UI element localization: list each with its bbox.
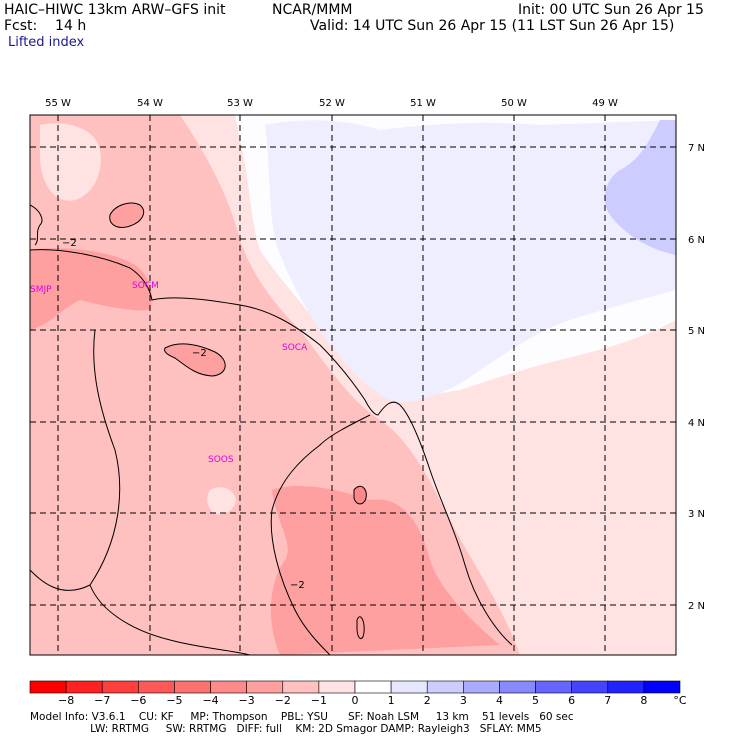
- colorbar-swatch: [282, 680, 320, 694]
- colorbar-tick-label: 1: [388, 694, 395, 707]
- lon-label-52w: 52 W: [319, 98, 345, 109]
- plot-frame: [29, 114, 677, 656]
- colorbar-tick-label: 5: [532, 694, 539, 707]
- colorbar-swatch: [29, 680, 67, 694]
- init-time: Init: 00 UTC Sun 26 Apr 15: [518, 2, 704, 18]
- station-label-smjp: SMJP: [30, 285, 52, 295]
- colorbar-swatch: [354, 680, 392, 694]
- lon-label-49w: 49 W: [592, 98, 618, 109]
- colorbar-swatch: [426, 680, 464, 694]
- lat-label-7n: 7 N: [688, 143, 705, 154]
- field-shade-minus1-0-patch: [207, 487, 236, 515]
- station-labels: SMJP SOCM SOCA SOOS: [30, 281, 308, 465]
- valid-time: Valid: 14 UTC Sun 26 Apr 15 (11 LST Sun …: [310, 18, 675, 34]
- colorbar-tick-label: 7: [604, 694, 611, 707]
- colorbar-swatch: [535, 680, 572, 694]
- station-label-socm: SOCM: [132, 281, 159, 291]
- colorbar-swatch: [463, 680, 500, 694]
- lon-label-55w: 55 W: [45, 98, 71, 109]
- field-shade-minus3-minus2-north: [109, 203, 144, 228]
- contour-west-edge: [30, 204, 43, 246]
- colorbar-swatch: [643, 680, 681, 694]
- field-shade-2-3: [604, 120, 676, 255]
- colorbar-tick-label: −6: [130, 694, 146, 707]
- lat-label-5n: 5 N: [688, 326, 705, 337]
- lon-label-51w: 51 W: [410, 98, 436, 109]
- lat-label-6n: 6 N: [688, 235, 705, 246]
- colorbar-tick-label: 0: [352, 694, 359, 707]
- colorbar-tick-label: 3: [460, 694, 467, 707]
- colorbar-swatch: [571, 680, 609, 694]
- field-shade-minus3-minus2-central: [164, 343, 226, 376]
- field-shade-minus4-minus3: [354, 486, 367, 504]
- graticule: [30, 115, 676, 655]
- lon-label-54w: 54 W: [137, 98, 163, 109]
- colorbar-tick-label: 6: [568, 694, 575, 707]
- footer-model-info-2: LW: RRTMG SW: RRTMG DIFF: full KM: 2D Sm…: [30, 723, 542, 735]
- contour-small-blob: [353, 485, 367, 505]
- colorbar-labels: −8 −7 −6 −5 −4 −3 −2 −1 0 1 2 3 4 5 6 7 8: [58, 694, 647, 707]
- contour-label: −2: [192, 348, 207, 359]
- colorbar-tick-label: −4: [202, 694, 218, 707]
- forecast-hour: Fcst: 14 h: [4, 18, 87, 34]
- field-shade-minus3-minus2-south: [270, 485, 500, 655]
- lon-label-53w: 53 W: [227, 98, 253, 109]
- colorbar-swatch: [246, 680, 284, 694]
- colorbar-unit: °C: [673, 694, 687, 707]
- colorbar-tick-label: −7: [94, 694, 110, 707]
- footer-model-info-1: Model Info: V3.6.1 CU: KF MP: Thompson P…: [30, 711, 574, 723]
- colorbar-tick-label: 2: [424, 694, 431, 707]
- field-shade-minus3-minus2-west: [30, 248, 152, 330]
- colorbar-swatch: [65, 680, 103, 694]
- coastline-path: [30, 249, 513, 646]
- shaded-field: [30, 115, 676, 655]
- colorbar-swatch: [390, 680, 428, 694]
- border-suriname-path: [30, 329, 121, 591]
- contour-north-blob: [109, 202, 145, 228]
- contour-label: −2: [290, 580, 305, 591]
- colorbar-swatch: [607, 680, 645, 694]
- field-shade-minus1-0-northwest: [40, 123, 101, 201]
- lat-label-2n: 2 N: [688, 601, 705, 612]
- colorbar-swatch: [499, 680, 536, 694]
- field-name: Lifted index: [8, 35, 85, 50]
- latitude-labels: 7 N 6 N 5 N 4 N 3 N 2 N: [688, 143, 705, 612]
- border-french-guiana-path: [270, 414, 371, 655]
- colorbar-swatch: [138, 680, 175, 694]
- contour-label: −2: [62, 238, 77, 249]
- longitude-labels: 55 W 54 W 53 W 52 W 51 W 50 W 49 W: [45, 98, 618, 109]
- lat-label-3n: 3 N: [688, 509, 705, 520]
- lat-label-4n: 4 N: [688, 418, 705, 429]
- colorbar-tick-label: −2: [275, 694, 291, 707]
- lon-label-50w: 50 W: [501, 98, 527, 109]
- institution-label: NCAR/MMM: [272, 2, 353, 18]
- colorbar: [29, 680, 681, 694]
- contour-central-blob: [164, 343, 226, 377]
- field-shade-1-2: [265, 120, 676, 403]
- colorbar-swatch: [101, 680, 139, 694]
- station-label-soos: SOOS: [208, 455, 234, 465]
- colorbar-tick-label: 8: [640, 694, 647, 707]
- colorbar-tick-label: 4: [496, 694, 503, 707]
- colorbar-swatch: [174, 680, 211, 694]
- colorbar-swatch: [210, 680, 247, 694]
- station-label-soca: SOCA: [282, 343, 308, 353]
- contour-south-blob: [356, 616, 365, 639]
- colorbar-tick-label: −3: [239, 694, 255, 707]
- colorbar-tick-label: −5: [166, 694, 182, 707]
- model-title: HAIC–HIWC 13km ARW–GFS init: [4, 2, 226, 18]
- colorbar-tick-label: −1: [311, 694, 327, 707]
- colorbar-tick-label: −8: [58, 694, 74, 707]
- contour-labels: −2 −2 −2: [62, 238, 305, 591]
- colorbar-swatch: [318, 680, 356, 694]
